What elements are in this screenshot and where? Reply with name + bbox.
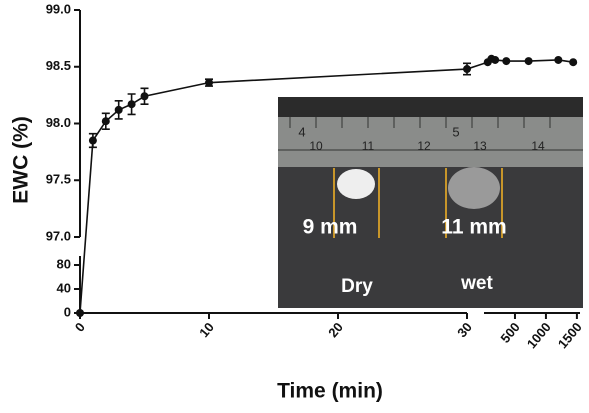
inset-label: 14 bbox=[531, 139, 545, 153]
inset-label: wet bbox=[460, 273, 493, 294]
y-tick-label: 98.0 bbox=[46, 115, 71, 130]
data-point bbox=[463, 65, 471, 74]
inset-label: 4 bbox=[298, 124, 305, 139]
data-point bbox=[76, 309, 84, 317]
y-axis-title: EWC (%) bbox=[10, 116, 33, 204]
x-tick-label: 1000 bbox=[524, 319, 554, 351]
x-tick-label: 20 bbox=[325, 319, 346, 340]
inset-label: 11 mm bbox=[441, 216, 506, 239]
inset-label: 10 bbox=[309, 139, 323, 153]
data-point bbox=[88, 136, 97, 145]
data-point bbox=[524, 57, 533, 66]
inset-label: 13 bbox=[473, 139, 487, 153]
inset-photo bbox=[278, 97, 583, 308]
inset-label: 12 bbox=[417, 139, 431, 153]
x-tick-label: 500 bbox=[497, 319, 522, 345]
inset-label: 9 mm bbox=[303, 216, 358, 239]
data-point bbox=[554, 55, 563, 64]
data-point bbox=[140, 92, 149, 101]
y-tick-label: 40 bbox=[57, 280, 71, 295]
y-tick-label: 98.5 bbox=[46, 58, 71, 73]
x-tick-label: 30 bbox=[454, 319, 475, 340]
data-point bbox=[502, 57, 511, 66]
data-point bbox=[114, 105, 123, 114]
inset-label: 5 bbox=[452, 124, 459, 139]
y-tick-label: 0 bbox=[64, 304, 71, 319]
x-tick-label: 1500 bbox=[555, 319, 585, 351]
y-tick-label: 97.0 bbox=[46, 228, 71, 243]
inset-label: 11 bbox=[362, 139, 375, 153]
data-point bbox=[491, 55, 500, 64]
data-point bbox=[205, 78, 213, 87]
data-point bbox=[127, 100, 136, 109]
y-tick-label: 97.5 bbox=[46, 172, 71, 187]
y-tick-label: 80 bbox=[57, 256, 71, 271]
inset-label: Dry bbox=[341, 276, 373, 297]
x-tick-label: 10 bbox=[196, 319, 217, 340]
x-tick-label: 0 bbox=[72, 319, 88, 334]
y-tick-label: 99.0 bbox=[46, 1, 71, 16]
data-point bbox=[569, 58, 578, 67]
x-axis-title: Time (min) bbox=[277, 380, 383, 403]
data-point bbox=[101, 117, 110, 126]
